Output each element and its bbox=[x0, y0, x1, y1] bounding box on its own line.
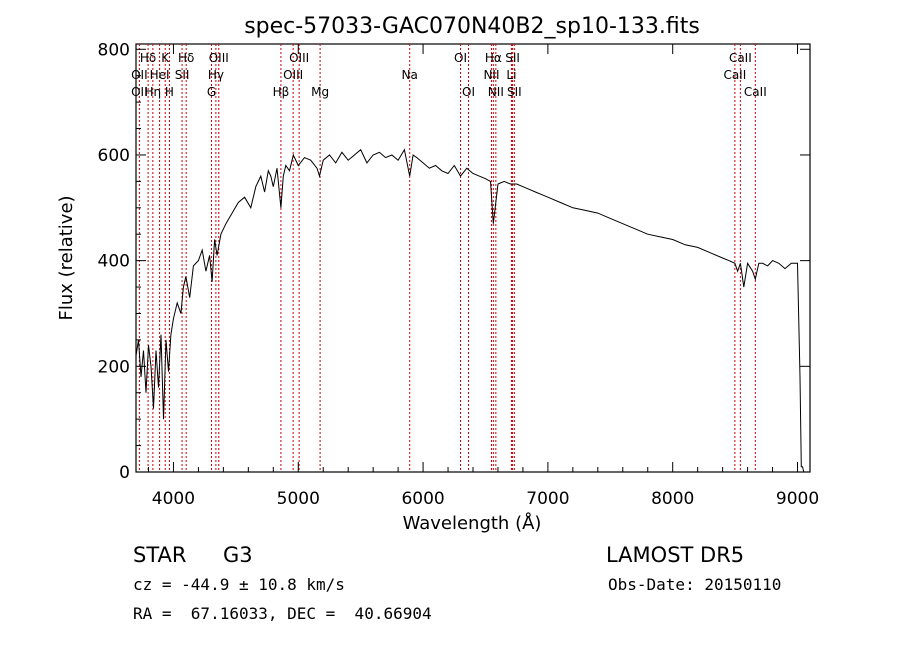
x-tick-label: 6000 bbox=[401, 489, 444, 509]
x-axis-label: Wavelength (Å) bbox=[403, 512, 542, 534]
spectral-line-label: SII bbox=[505, 51, 520, 65]
spectral-line-label: OIII bbox=[209, 51, 229, 65]
plot-frame bbox=[135, 43, 811, 473]
spectral-line-label: NII bbox=[488, 85, 504, 99]
chart-title: spec-57033-GAC070N40B2_sp10-133.fits bbox=[244, 14, 700, 39]
spectral-line-label: Mg bbox=[311, 85, 329, 99]
spectral-line-label: Li bbox=[506, 68, 516, 82]
spectral-line-markers bbox=[138, 44, 756, 472]
spectral-line-label: CaII bbox=[723, 68, 746, 82]
spectral-line-label: NII bbox=[483, 68, 499, 82]
spectral-line-label: OII bbox=[131, 68, 148, 82]
spectral-line-label: G bbox=[207, 85, 216, 99]
obs-date: Obs-Date: 20150110 bbox=[608, 575, 781, 594]
spectral-line-label: CaII bbox=[744, 85, 767, 99]
velocity-readout: cz = -44.9 ± 10.8 km/s bbox=[133, 575, 345, 594]
spectrum-series-line bbox=[135, 148, 805, 473]
spectral-line-label: Hδ bbox=[140, 51, 156, 65]
x-tick-label: 8000 bbox=[651, 489, 694, 509]
y-axis-ticks: 0 200 400 600 800 bbox=[98, 40, 810, 483]
spectral-line-label: SII bbox=[507, 85, 522, 99]
x-tick-label: 7000 bbox=[526, 489, 569, 509]
spectral-line-label: OI bbox=[454, 51, 467, 65]
spectral-line-label: SII bbox=[175, 68, 190, 82]
spectral-line-label: H bbox=[165, 85, 174, 99]
spectral-line-label: Hβ bbox=[273, 85, 290, 99]
coordinates: RA = 67.16033, DEC = 40.66904 bbox=[133, 604, 432, 623]
y-tick-label: 600 bbox=[98, 146, 130, 166]
spectral-line-label: OI bbox=[462, 85, 475, 99]
x-tick-label: 4000 bbox=[152, 489, 195, 509]
survey-name: LAMOST DR5 bbox=[606, 543, 744, 567]
spectral-line-label: Na bbox=[402, 68, 418, 82]
spectral-line-label: CaII bbox=[729, 51, 752, 65]
y-axis-label: Flux (relative) bbox=[56, 195, 77, 320]
y-tick-label: 400 bbox=[98, 252, 130, 272]
spectral-line-label: OIII bbox=[289, 51, 309, 65]
spectral-line-label: Hα bbox=[485, 51, 502, 65]
spectral-line-label: HeI bbox=[150, 68, 170, 82]
spectral-line-label: OII bbox=[131, 85, 148, 99]
spectral-line-label: Hγ bbox=[208, 68, 224, 82]
spectral-line-label: K bbox=[161, 51, 170, 65]
x-tick-label: 9000 bbox=[776, 489, 819, 509]
y-tick-label: 0 bbox=[119, 463, 130, 483]
object-subclass: G3 bbox=[223, 543, 253, 567]
spectral-line-label: Hη bbox=[145, 85, 162, 99]
spectral-line-label: Hδ bbox=[178, 51, 194, 65]
object-class: STAR bbox=[133, 543, 186, 567]
y-tick-label: 200 bbox=[98, 357, 130, 377]
y-tick-label: 800 bbox=[98, 40, 130, 60]
x-tick-label: 5000 bbox=[277, 489, 320, 509]
spectral-line-label: OIII bbox=[283, 68, 303, 82]
x-axis-ticks: 4000 5000 6000 7000 8000 9000 bbox=[147, 44, 819, 509]
